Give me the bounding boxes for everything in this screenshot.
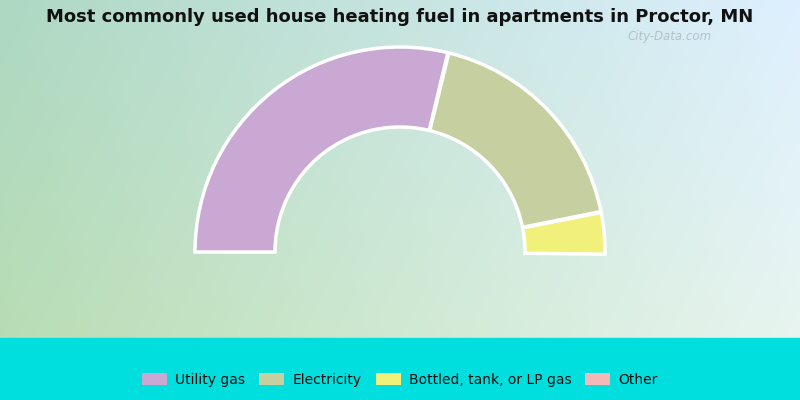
Wedge shape (430, 53, 601, 227)
Text: Most commonly used house heating fuel in apartments in Proctor, MN: Most commonly used house heating fuel in… (46, 8, 754, 26)
Legend: Utility gas, Electricity, Bottled, tank, or LP gas, Other: Utility gas, Electricity, Bottled, tank,… (138, 369, 662, 391)
Text: City-Data.com: City-Data.com (628, 30, 712, 43)
Wedge shape (195, 47, 448, 252)
Wedge shape (522, 212, 605, 254)
Bar (0, 338, 800, 400)
